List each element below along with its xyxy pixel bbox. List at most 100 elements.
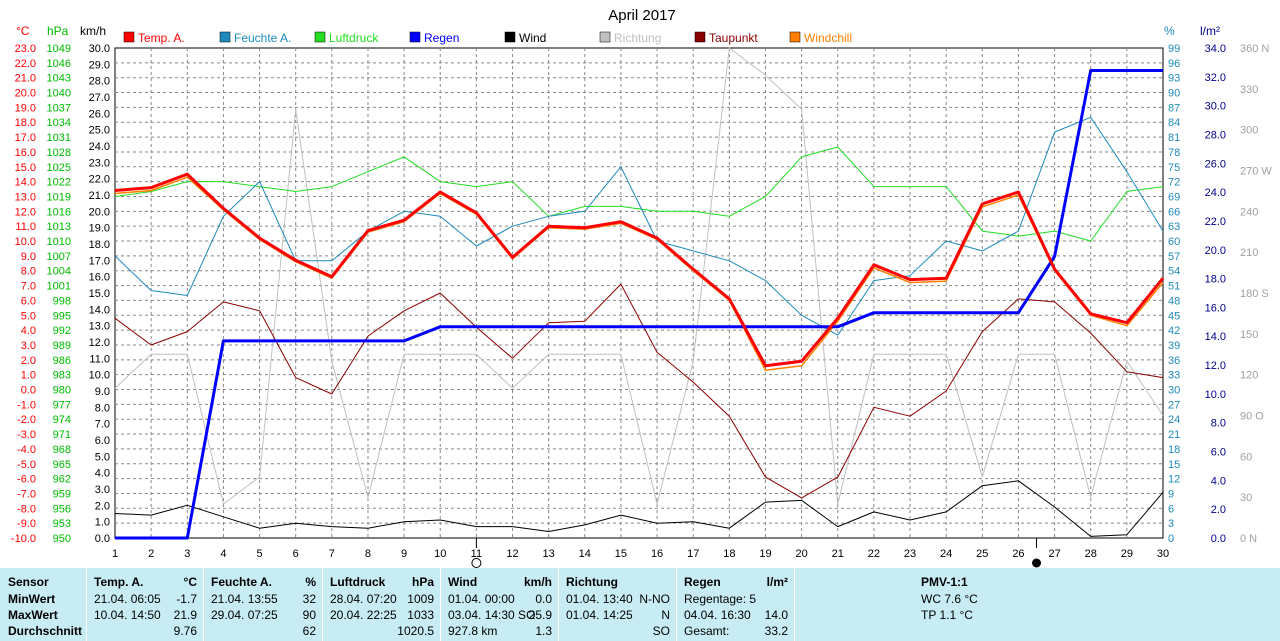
humidity-tick-label: 63	[1168, 221, 1180, 233]
wind-min-time: 01.04. 00:00	[448, 592, 515, 606]
pressure-tick-label: 1019	[47, 191, 71, 203]
temp-tick-label: 11.0	[15, 221, 36, 233]
temp-tick-label: 1.0	[21, 370, 36, 382]
temp-min-time: 21.04. 06:05	[94, 592, 161, 606]
moon-marker-new	[471, 558, 482, 568]
humidity-tick-label: 48	[1168, 295, 1180, 307]
x-tick-label: 30	[1157, 548, 1169, 560]
temp-min-value: -1.7	[176, 592, 197, 606]
wind-tick-label: 5.0	[95, 451, 110, 463]
humidity-min-time: 21.04. 13:55	[211, 592, 278, 606]
humidity-tick-label: 57	[1168, 251, 1180, 263]
temp-max-time: 10.04. 14:50	[94, 608, 161, 622]
humidity-tick-label: 78	[1168, 147, 1180, 159]
humidity-tick-label: 33	[1168, 370, 1180, 382]
humidity-tick-label: 54	[1168, 266, 1180, 278]
pmv-column: PMV-1:1 WC 7.6 °C TP 1.1 °C	[795, 568, 1095, 641]
x-tick-label: 13	[543, 548, 555, 560]
pressure-header: Luftdruck	[330, 575, 386, 589]
plot-area	[114, 47, 1164, 539]
pressure-tick-label: 980	[53, 385, 71, 397]
pmv-dewpoint: TP 1.1 °C	[921, 608, 973, 622]
legend-label: Richtung	[614, 31, 661, 45]
wind-max-time: 03.04. 14:30 SO	[448, 608, 536, 622]
temp-tick-label: -1.0	[17, 399, 36, 411]
temp-tick-label: 15.0	[15, 162, 36, 174]
temp-tick-label: 0.0	[21, 385, 36, 397]
direction-tick-label: 60	[1240, 451, 1252, 463]
rain-tick-label: 6.0	[1211, 447, 1226, 459]
direction-tick-label: 300	[1240, 125, 1258, 137]
humidity-tick-label: 0	[1168, 533, 1174, 545]
wind-tick-label: 19.0	[89, 223, 110, 235]
wind-tick-label: 11.0	[89, 353, 110, 365]
sensor-column: Sensor MinWert MaxWert Durchschnitt	[0, 568, 87, 641]
humidity-tick-label: 12	[1168, 474, 1180, 486]
wind-tick-label: 2.0	[95, 500, 110, 512]
wind-avg-value: 1.3	[535, 624, 552, 638]
wind-tick-label: 14.0	[89, 304, 110, 316]
x-tick-label: 21	[832, 548, 844, 560]
temp-tick-label: -2.0	[17, 414, 36, 426]
legend-swatch	[219, 31, 231, 43]
pressure-tick-label: 1007	[47, 251, 71, 263]
x-tick-label: 19	[759, 548, 771, 560]
wind-tick-label: 0.0	[95, 533, 110, 545]
legend-label: Feuchte A.	[234, 31, 291, 45]
x-tick-label: 27	[1048, 548, 1060, 560]
x-tick-label: 24	[940, 548, 952, 560]
wind-unit: km/h	[523, 575, 552, 589]
legend-label: Temp. A.	[138, 31, 185, 45]
pressure-tick-label: 1016	[47, 206, 71, 218]
pressure-tick-label: 956	[53, 503, 71, 515]
direction-tick-label: 120	[1240, 370, 1258, 382]
humidity-tick-label: 69	[1168, 191, 1180, 203]
temp-tick-label: 12.0	[15, 206, 36, 218]
temp-tick-label: -8.0	[17, 503, 36, 515]
x-tick-label: 14	[579, 548, 591, 560]
x-tick-label: 5	[256, 548, 262, 560]
humidity-tick-label: 99	[1168, 43, 1180, 55]
humidity-tick-label: 87	[1168, 102, 1180, 114]
pressure-unit: hPa	[411, 575, 434, 589]
x-tick-label: 15	[615, 548, 627, 560]
temp-tick-label: 17.0	[15, 132, 36, 144]
wind-tick-label: 26.0	[89, 108, 110, 120]
rain-days: Regentage: 5	[684, 592, 757, 606]
pmv-windchill: WC 7.6 °C	[921, 592, 978, 606]
x-tick-label: 1	[112, 548, 118, 560]
rain-total-label: Gesamt:	[684, 624, 730, 638]
pressure-tick-label: 1043	[47, 73, 71, 85]
x-tick-label: 4	[220, 548, 226, 560]
temp-tick-label: -5.0	[17, 459, 36, 471]
wind-tick-label: 24.0	[89, 141, 110, 153]
temp-tick-label: 14.0	[15, 177, 36, 189]
humidity-tick-label: 42	[1168, 325, 1180, 337]
series-line-wind	[114, 480, 1164, 537]
humidity-tick-label: 51	[1168, 281, 1180, 293]
rain-tick-label: 16.0	[1205, 302, 1226, 314]
pressure-tick-label: 1034	[47, 117, 71, 129]
direction-min-value: N-NO	[639, 592, 670, 606]
legend-swatch	[789, 31, 801, 43]
humidity-unit: %	[305, 575, 316, 589]
direction-avg-value: SO	[652, 624, 670, 638]
humidity-tick-label: 3	[1168, 518, 1174, 530]
pressure-tick-label: 977	[53, 399, 71, 411]
humidity-tick-label: 72	[1168, 177, 1180, 189]
humidity-unit-label: %	[1164, 24, 1175, 38]
temp-tick-label: 21.0	[15, 73, 36, 85]
humidity-tick-label: 39	[1168, 340, 1180, 352]
pressure-tick-label: 1031	[47, 132, 71, 144]
legend-label: Taupunkt	[709, 31, 758, 45]
temp-tick-label: 23.0	[15, 43, 36, 55]
avg-label: Durchschnitt	[8, 624, 83, 638]
rain-total-value: 33.2	[764, 624, 788, 638]
pressure-tick-label: 1013	[47, 221, 71, 233]
pressure-unit-label: hPa	[47, 24, 69, 38]
x-tick-label: 20	[795, 548, 807, 560]
wind-header: Wind	[448, 575, 478, 589]
temp-tick-label: -6.0	[17, 474, 36, 486]
x-tick-label: 29	[1121, 548, 1133, 560]
pressure-tick-label: 950	[53, 533, 71, 545]
